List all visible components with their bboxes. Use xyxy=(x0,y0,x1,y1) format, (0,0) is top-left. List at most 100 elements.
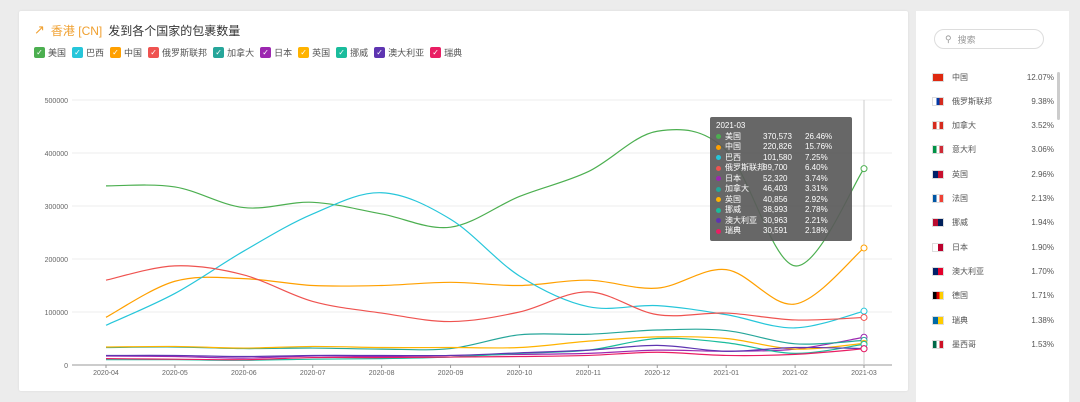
country-row[interactable]: 墨西哥 1.53% xyxy=(928,337,1054,351)
legend-item[interactable]: ✓ 加拿大 xyxy=(213,46,254,59)
legend-item[interactable]: ✓ 美国 xyxy=(34,46,66,59)
country-row[interactable]: 德国 1.71% xyxy=(928,289,1054,303)
flag-icon xyxy=(932,315,944,325)
trend-line-icon: ↗ xyxy=(34,22,45,37)
country-percent: 2.13% xyxy=(1031,194,1054,203)
tooltip-name: 英国 xyxy=(725,194,741,204)
checkbox-icon: ✓ xyxy=(110,47,122,58)
flag-icon xyxy=(932,266,944,276)
legend-item[interactable]: ✓ 俄罗斯联邦 xyxy=(148,46,207,59)
flag-icon xyxy=(932,169,944,179)
tooltip-value: 52,320 xyxy=(763,173,788,183)
legend-item[interactable]: ✓ 巴西 xyxy=(72,46,104,59)
tooltip-value: 30,963 xyxy=(763,215,788,225)
tooltip-pct: 2.92% xyxy=(805,194,828,204)
sidebar-scrollbar[interactable] xyxy=(1057,72,1060,120)
tooltip-pct: 6.40% xyxy=(805,163,828,172)
search-placeholder: 搜索 xyxy=(957,34,976,45)
country-percent: 1.90% xyxy=(1031,242,1054,252)
legend-label: 挪威 xyxy=(350,48,369,58)
tooltip-name: 美国 xyxy=(725,131,741,141)
tooltip-pct: 2.78% xyxy=(805,205,828,214)
country-name: 挪威 xyxy=(952,218,968,228)
legend-label: 俄罗斯联邦 xyxy=(162,48,208,58)
flag-icon xyxy=(932,96,944,106)
legend-item[interactable]: ✓ 澳大利亚 xyxy=(374,46,424,59)
tooltip-pct: 15.76% xyxy=(805,142,833,151)
tooltip-row: 巴西 101,580 7.25% xyxy=(716,153,846,164)
country-row[interactable]: 澳大利亚 1.70% xyxy=(928,264,1054,278)
tooltip-name: 俄罗斯联邦 xyxy=(725,163,765,172)
search-icon: ⚲ xyxy=(945,33,952,44)
chart-tooltip: 2021-03 美国 370,573 26.46% 中国 220,826 15.76% 巴西… xyxy=(710,117,852,241)
legend-item[interactable]: ✓ 挪威 xyxy=(336,46,368,59)
tooltip-name: 澳大利亚 xyxy=(725,215,757,225)
tooltip-row: 加拿大 46,403 3.31% xyxy=(716,184,846,195)
country-name: 德国 xyxy=(952,291,968,301)
search-input[interactable]: ⚲ 搜索 xyxy=(934,29,1044,49)
country-row[interactable]: 意大利 3.06% xyxy=(928,143,1054,157)
country-name: 瑞典 xyxy=(952,315,968,325)
country-percent: 9.38% xyxy=(1031,96,1054,106)
country-percent: 1.71% xyxy=(1031,291,1054,301)
tooltip-value: 220,826 xyxy=(763,142,792,151)
tooltip-title: 2021-03 xyxy=(716,121,746,130)
country-row[interactable]: 中国 12.07% xyxy=(928,70,1054,84)
legend-label: 瑞典 xyxy=(444,48,463,58)
country-row[interactable]: 俄罗斯联邦 9.38% xyxy=(928,94,1054,108)
country-name: 俄罗斯联邦 xyxy=(952,96,992,106)
legend-label: 加拿大 xyxy=(227,48,255,58)
title-text: 发到各个国家的包裹数量 xyxy=(108,23,241,38)
checkbox-icon: ✓ xyxy=(336,47,348,58)
country-name: 意大利 xyxy=(952,145,976,155)
flag-icon xyxy=(932,72,944,82)
flag-icon xyxy=(932,145,944,155)
flag-icon xyxy=(932,194,944,203)
flag-icon xyxy=(932,218,944,228)
country-row[interactable]: 英国 2.96% xyxy=(928,167,1054,181)
tooltip-pct: 26.46% xyxy=(805,131,833,141)
tooltip-value: 40,856 xyxy=(763,194,788,204)
checkbox-icon: ✓ xyxy=(72,47,84,58)
series-dot-icon xyxy=(716,197,721,203)
country-percent: 1.70% xyxy=(1031,266,1054,276)
chart-title: ↗ 香港 [CN] 发到各个国家的包裹数量 xyxy=(34,22,240,38)
legend-label: 日本 xyxy=(274,48,293,58)
country-name: 中国 xyxy=(952,72,968,82)
legend-label: 中国 xyxy=(124,48,143,58)
country-row[interactable]: 加拿大 3.52% xyxy=(928,119,1054,133)
country-percent: 3.52% xyxy=(1031,121,1054,131)
country-name: 加拿大 xyxy=(952,121,976,131)
country-name: 英国 xyxy=(952,169,968,179)
checkbox-icon: ✓ xyxy=(374,47,386,58)
tooltip-row: 澳大利亚 30,963 2.21% xyxy=(716,216,846,227)
legend-item[interactable]: ✓ 日本 xyxy=(260,46,292,59)
legend-item[interactable]: ✓ 英国 xyxy=(298,46,330,59)
series-dot-icon xyxy=(716,176,721,182)
origin-label: 香港 [CN] xyxy=(50,23,103,38)
tooltip-name: 中国 xyxy=(725,142,741,151)
checkbox-icon: ✓ xyxy=(34,47,45,58)
series-dot-icon xyxy=(716,134,721,140)
tooltip-value: 101,580 xyxy=(763,152,792,162)
series-dot-icon xyxy=(716,228,721,234)
country-name: 墨西哥 xyxy=(952,339,976,349)
legend-item[interactable]: ✓ 中国 xyxy=(110,46,142,59)
tooltip-value: 370,573 xyxy=(763,131,792,141)
tooltip-name: 加拿大 xyxy=(725,184,749,193)
country-percent: 1.38% xyxy=(1031,315,1054,325)
country-percent: 12.07% xyxy=(1026,72,1054,82)
country-row[interactable]: 挪威 1.94% xyxy=(928,216,1054,230)
flag-icon xyxy=(932,291,944,301)
tooltip-value: 30,591 xyxy=(763,226,788,235)
tooltip-row: 中国 220,826 15.76% xyxy=(716,142,846,153)
tooltip-pct: 2.18% xyxy=(805,226,828,235)
country-row[interactable]: 日本 1.90% xyxy=(928,240,1054,254)
checkbox-icon: ✓ xyxy=(260,47,272,58)
country-name: 日本 xyxy=(952,242,968,252)
country-row[interactable]: 法国 2.13% xyxy=(928,192,1054,206)
tooltip-name: 巴西 xyxy=(725,152,741,162)
legend-item[interactable]: ✓ 瑞典 xyxy=(430,46,462,59)
series-dot-icon xyxy=(716,186,721,192)
country-row[interactable]: 瑞典 1.38% xyxy=(928,313,1054,327)
